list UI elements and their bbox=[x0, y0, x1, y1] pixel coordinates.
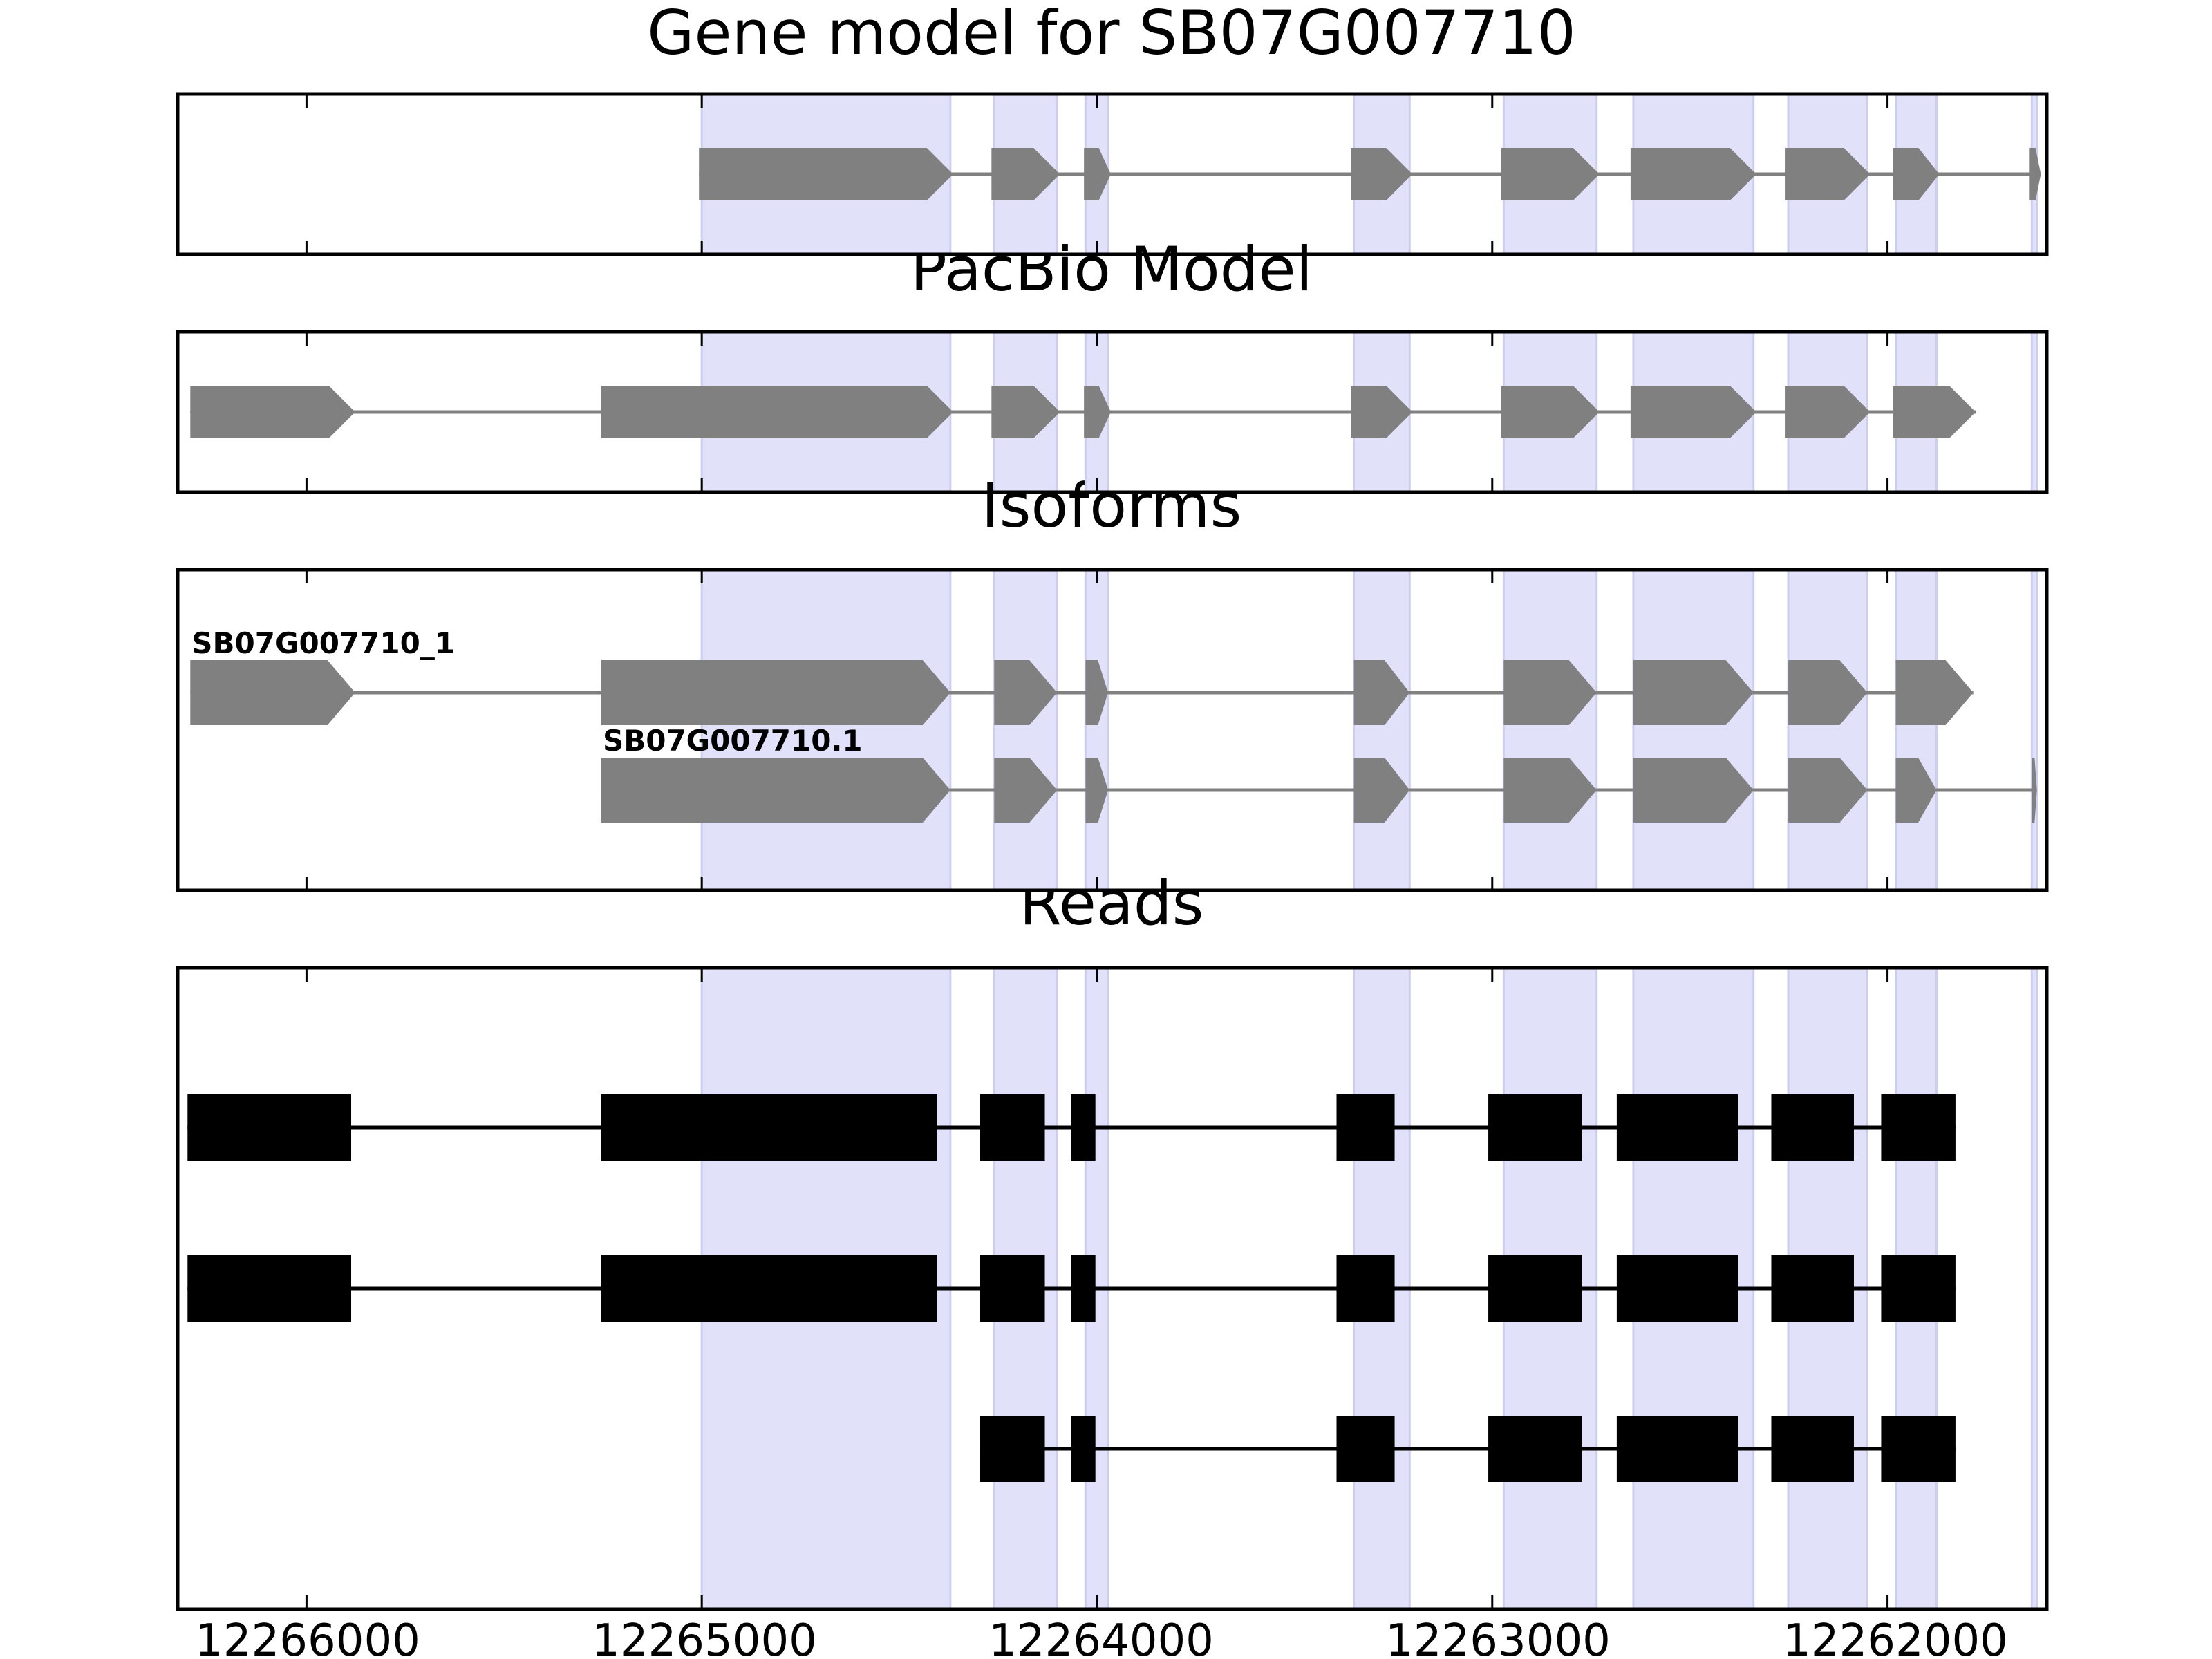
exon-arrow bbox=[1788, 758, 1868, 823]
read-exon bbox=[1616, 1255, 1738, 1322]
read-exon bbox=[601, 1094, 937, 1161]
panel-title-gene-model: Gene model for SB07G007710 bbox=[647, 0, 1576, 68]
exon-arrow bbox=[1501, 148, 1600, 200]
exon-arrow bbox=[994, 660, 1058, 725]
exon-arrow bbox=[1895, 660, 1974, 725]
panel-1 bbox=[176, 330, 2049, 494]
axes-frame bbox=[176, 568, 2049, 892]
exon-arrow bbox=[991, 386, 1060, 438]
exon-arrow bbox=[601, 386, 953, 438]
exon-arrow bbox=[1633, 758, 1754, 823]
exon-arrow bbox=[1353, 758, 1410, 823]
read-exon bbox=[1771, 1255, 1854, 1322]
x-tick-label: 12265000 bbox=[592, 1615, 817, 1659]
axes-frame bbox=[176, 92, 2049, 256]
read-exon bbox=[980, 1094, 1045, 1161]
read-exon bbox=[1071, 1094, 1096, 1161]
read-exon bbox=[1881, 1416, 1956, 1482]
read-exon bbox=[1336, 1255, 1395, 1322]
isoform-label: SB07G007710_1 bbox=[191, 626, 455, 660]
axes-frame bbox=[176, 966, 2049, 1611]
x-tick-label: 12262000 bbox=[1783, 1615, 2008, 1659]
exon-arrow bbox=[1893, 386, 1976, 438]
highlight-region bbox=[1502, 568, 1598, 892]
exon-arrow bbox=[1503, 758, 1597, 823]
read-exon bbox=[1071, 1255, 1096, 1322]
exon-arrow bbox=[1630, 148, 1756, 200]
exon-arrow bbox=[1630, 386, 1756, 438]
panel-3 bbox=[176, 966, 2049, 1611]
exon-arrow bbox=[1351, 386, 1413, 438]
highlight-region bbox=[1895, 568, 1938, 892]
read-exon bbox=[187, 1255, 352, 1322]
exon-arrow bbox=[1893, 148, 1940, 200]
read-exon bbox=[1616, 1094, 1738, 1161]
exon-arrow bbox=[699, 148, 953, 200]
isoform-label: SB07G007710.1 bbox=[603, 724, 863, 758]
exon-arrow bbox=[1785, 386, 1871, 438]
exon-arrow bbox=[1633, 660, 1754, 725]
highlight-region bbox=[2030, 330, 2038, 494]
panel-title-pacbio-model: PacBio Model bbox=[910, 234, 1313, 305]
exon-arrow bbox=[1084, 386, 1111, 438]
exon-arrow bbox=[1084, 148, 1111, 200]
read-exon bbox=[1881, 1094, 1956, 1161]
read-exon bbox=[601, 1255, 937, 1322]
exon-arrow bbox=[190, 660, 355, 725]
highlight-region bbox=[1084, 568, 1109, 892]
read-exon bbox=[1771, 1094, 1854, 1161]
exon-arrow bbox=[1788, 660, 1868, 725]
highlight-region bbox=[1632, 568, 1755, 892]
highlight-region bbox=[1353, 568, 1411, 892]
read-exon bbox=[1771, 1416, 1854, 1482]
read-exon bbox=[980, 1255, 1045, 1322]
read-exon bbox=[187, 1094, 352, 1161]
read-exon bbox=[1071, 1416, 1096, 1482]
panel-0 bbox=[176, 92, 2049, 256]
read-exon bbox=[1488, 1416, 1582, 1482]
exon-arrow bbox=[1895, 758, 1937, 823]
read-exon bbox=[1881, 1255, 1956, 1322]
exon-arrow bbox=[2029, 148, 2041, 200]
exon-arrow bbox=[1085, 660, 1108, 725]
exon-arrow bbox=[991, 148, 1060, 200]
x-tick-label: 12266000 bbox=[195, 1615, 420, 1659]
x-tick-label: 12264000 bbox=[988, 1615, 1214, 1659]
exon-arrow bbox=[994, 758, 1058, 823]
exon-arrow bbox=[1503, 660, 1597, 725]
highlight-region bbox=[993, 568, 1058, 892]
highlight-region bbox=[1787, 568, 1868, 892]
exon-arrow bbox=[2032, 758, 2037, 823]
exon-arrow bbox=[1353, 660, 1410, 725]
exon-arrow bbox=[1785, 148, 1871, 200]
read-exon bbox=[980, 1416, 1045, 1482]
x-tick-label: 12263000 bbox=[1385, 1615, 1611, 1659]
read-exon bbox=[1488, 1255, 1582, 1322]
read-exon bbox=[1336, 1416, 1395, 1482]
exon-arrow bbox=[601, 758, 950, 823]
read-exon bbox=[1336, 1094, 1395, 1161]
exon-arrow bbox=[1351, 148, 1413, 200]
read-exon bbox=[1488, 1094, 1582, 1161]
exon-arrow bbox=[190, 386, 355, 438]
panels-layer: SB07G007710_1 SB07G007710.1 bbox=[176, 92, 2049, 1611]
exon-arrow bbox=[1085, 758, 1108, 823]
highlight-region bbox=[2030, 966, 2038, 1611]
highlight-region bbox=[700, 568, 952, 892]
read-exon bbox=[1616, 1416, 1738, 1482]
highlight-region bbox=[2030, 568, 2038, 892]
panel-2: SB07G007710_1 SB07G007710.1 bbox=[176, 568, 2049, 892]
exon-arrow bbox=[1501, 386, 1600, 438]
exon-arrow bbox=[601, 660, 950, 725]
axes-frame bbox=[176, 330, 2049, 494]
